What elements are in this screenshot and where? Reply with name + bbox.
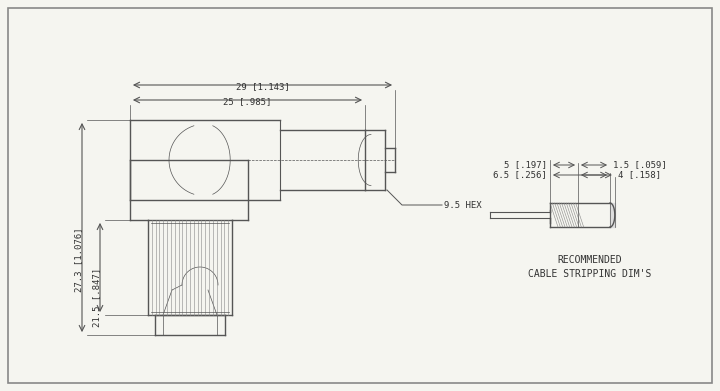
Text: 1.5 [.059]: 1.5 [.059] [613, 160, 667, 170]
Text: 4 [.158]: 4 [.158] [618, 170, 661, 179]
Text: 27.3 [1.076]: 27.3 [1.076] [74, 228, 84, 292]
Text: 25 [.985]: 25 [.985] [223, 97, 271, 106]
Text: CABLE STRIPPING DIM'S: CABLE STRIPPING DIM'S [528, 269, 652, 279]
Text: 5 [.197]: 5 [.197] [504, 160, 547, 170]
Text: 9.5 HEX: 9.5 HEX [444, 201, 482, 210]
Text: 21.5 [.847]: 21.5 [.847] [92, 267, 102, 326]
Text: RECOMMENDED: RECOMMENDED [558, 255, 622, 265]
Text: 6.5 [.256]: 6.5 [.256] [493, 170, 547, 179]
Text: 29 [1.143]: 29 [1.143] [235, 82, 289, 91]
